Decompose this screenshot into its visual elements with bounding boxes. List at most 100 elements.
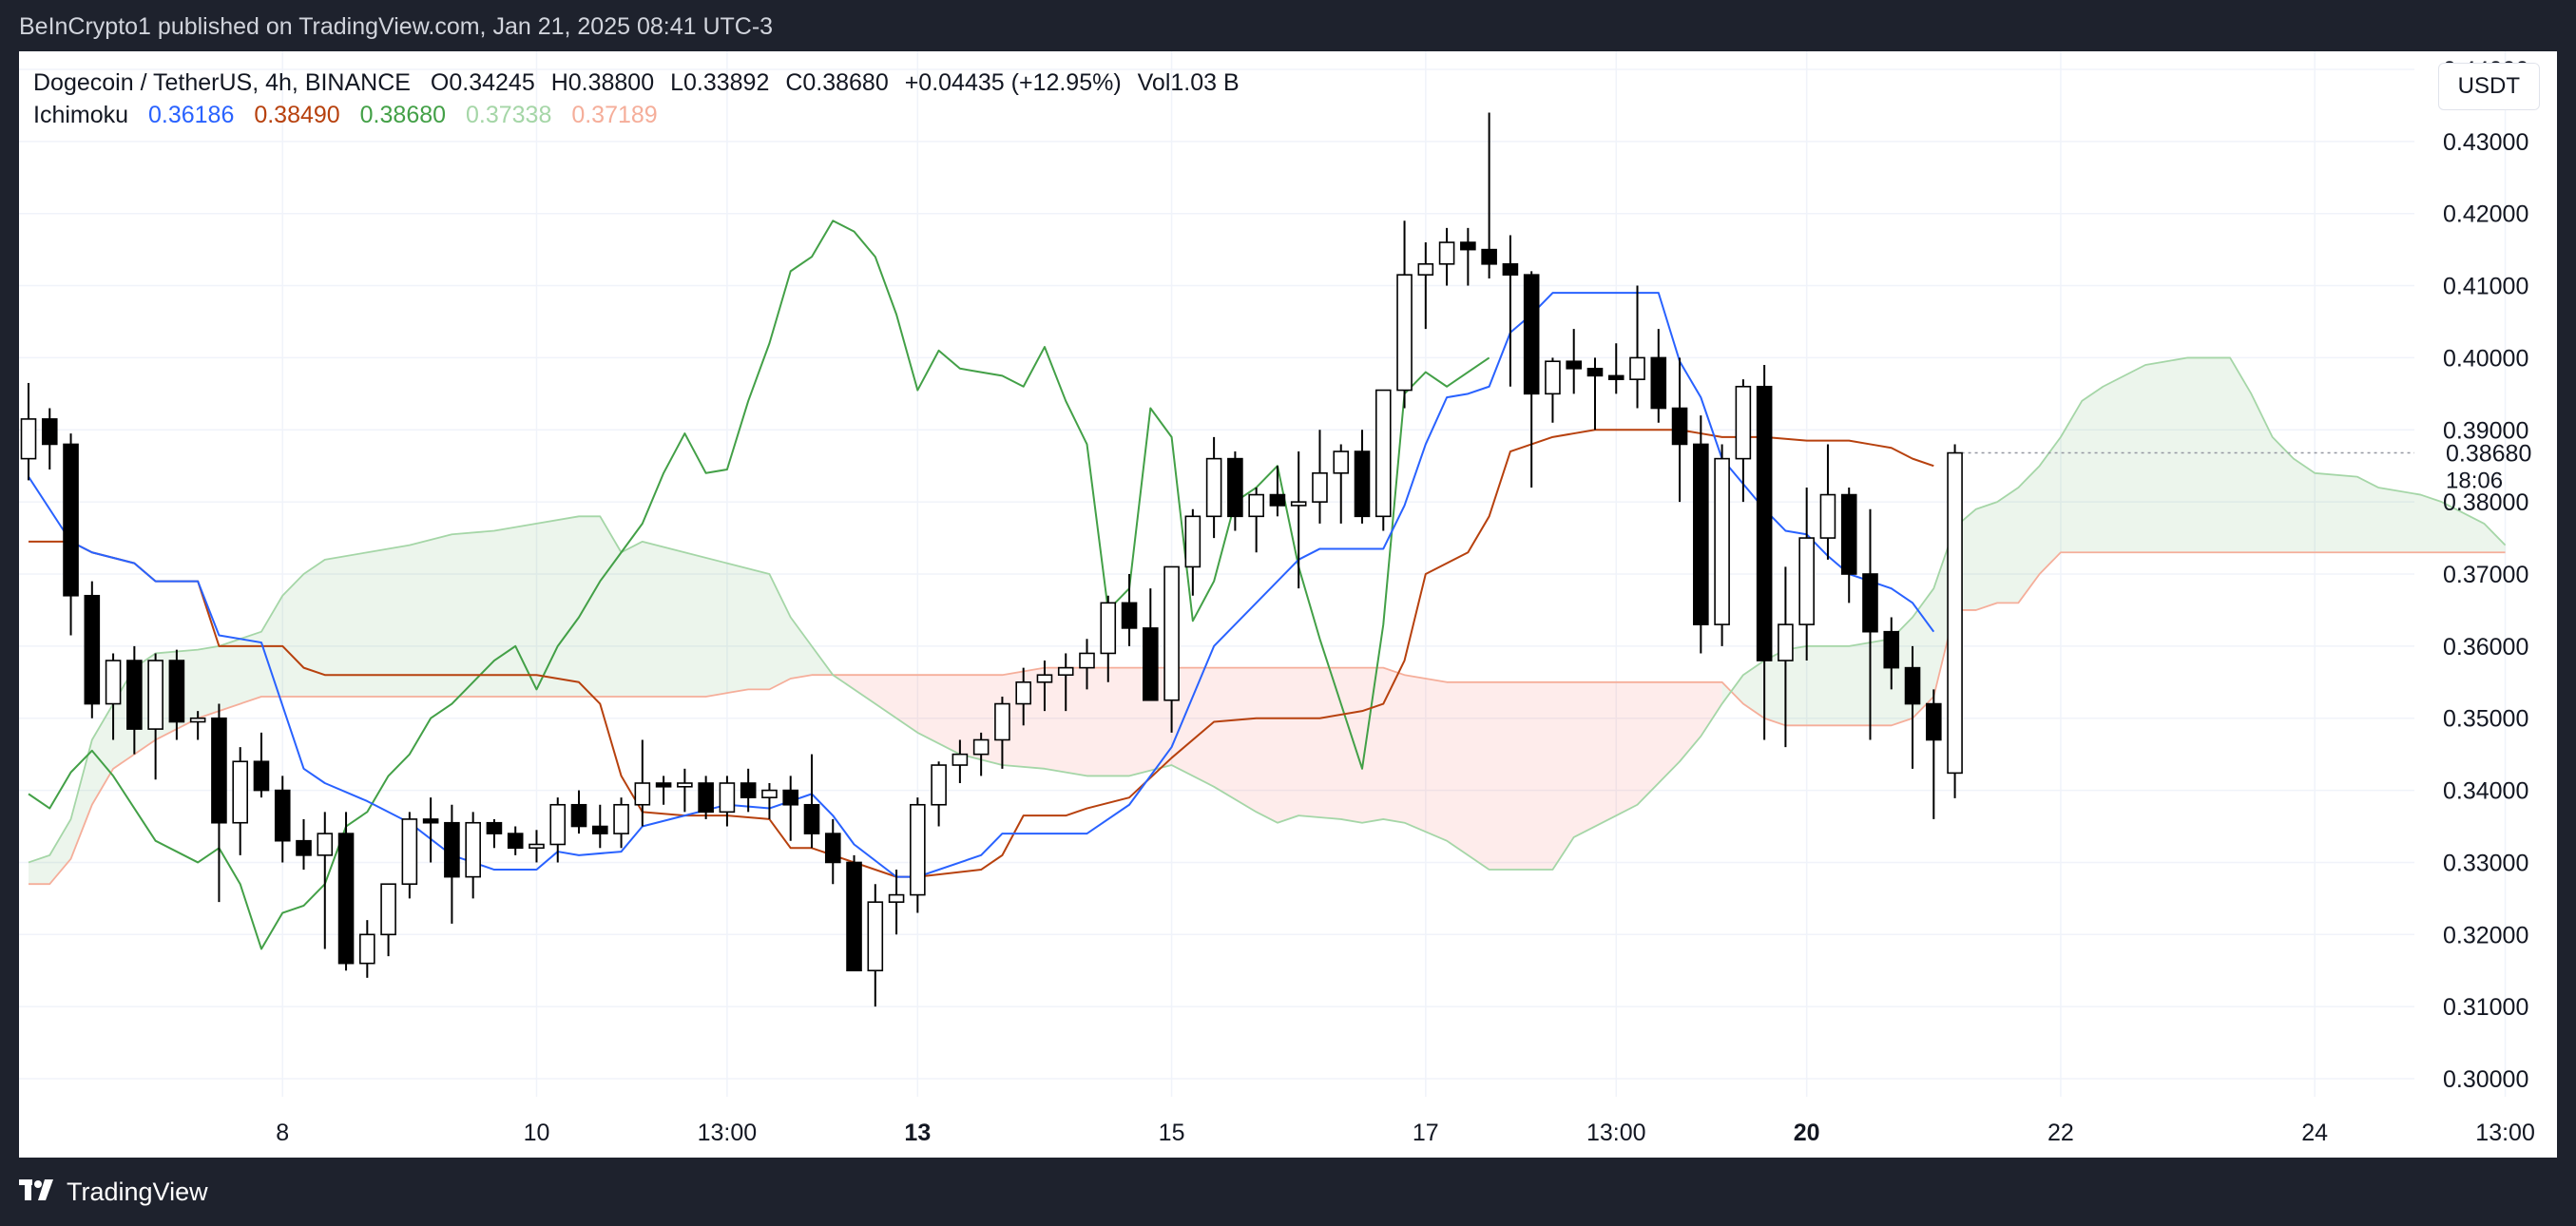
y-tick-label: 0.39000 bbox=[2443, 417, 2528, 444]
candle-body-up bbox=[952, 753, 969, 766]
candle bbox=[507, 826, 524, 855]
candle bbox=[1756, 365, 1773, 740]
candle bbox=[1778, 566, 1794, 748]
open-value: O0.34245 bbox=[430, 69, 535, 96]
candle bbox=[613, 797, 629, 849]
price-chart[interactable]: 0.30000 0.31000 0.32000 0.33000 0.34000 0.350… bbox=[19, 51, 2557, 1158]
candle-body-down bbox=[1354, 450, 1371, 518]
chart-legend: Dogecoin / TetherUS, 4h, BINANCE O0.3424… bbox=[33, 67, 1253, 131]
close-value: C0.38680 bbox=[785, 69, 889, 96]
candle bbox=[1269, 466, 1286, 517]
candle bbox=[1671, 357, 1688, 503]
currency-button[interactable]: USDT bbox=[2437, 63, 2540, 110]
chikou-span-line bbox=[28, 220, 1490, 950]
candle bbox=[1481, 112, 1497, 278]
candle-body-down bbox=[274, 789, 291, 842]
candle bbox=[147, 653, 163, 780]
candle-body-down bbox=[126, 660, 143, 730]
tenkan-sen-line bbox=[28, 292, 1935, 878]
candle-body-up bbox=[549, 803, 567, 846]
indicator-name[interactable]: Ichimoku bbox=[33, 102, 129, 128]
candle bbox=[1693, 415, 1709, 654]
symbol-title[interactable]: Dogecoin / TetherUS, 4h, BINANCE bbox=[33, 69, 411, 96]
candle bbox=[1607, 343, 1624, 394]
candle bbox=[1079, 639, 1095, 690]
candle bbox=[677, 768, 693, 813]
x-tick-label: 15 bbox=[1159, 1120, 1185, 1146]
candle bbox=[1354, 430, 1371, 524]
volume-value: Vol1.03 B bbox=[1137, 69, 1240, 96]
candle bbox=[1566, 329, 1583, 394]
candle bbox=[1290, 451, 1307, 589]
candle-body-up bbox=[761, 789, 778, 798]
low-value: L0.33892 bbox=[670, 69, 770, 96]
candle bbox=[1840, 487, 1857, 603]
candle-body-down bbox=[1671, 407, 1688, 446]
candle-body-up bbox=[1163, 565, 1180, 701]
candle-body-up bbox=[1312, 471, 1328, 503]
candle-body-up bbox=[1417, 262, 1434, 276]
candle-body-up bbox=[1205, 457, 1222, 518]
candle-body-down bbox=[1883, 630, 1900, 669]
candle-body-down bbox=[1566, 360, 1583, 370]
countdown-label: 18:06 bbox=[2446, 469, 2503, 494]
chart-panel[interactable]: 0.30000 0.31000 0.32000 0.33000 0.34000 0.350… bbox=[19, 51, 2557, 1158]
candle-body-up bbox=[1100, 602, 1117, 655]
candle-body-up bbox=[1248, 493, 1264, 518]
candle-body-up bbox=[1714, 457, 1730, 625]
candle-body-down bbox=[1926, 702, 1942, 741]
candle-body-down bbox=[740, 782, 757, 798]
candle-body-up bbox=[1184, 515, 1201, 568]
candle bbox=[803, 754, 820, 849]
candles bbox=[20, 112, 1963, 1007]
change-value: +0.04435 (+12.95%) bbox=[904, 69, 1122, 96]
candle bbox=[1205, 436, 1222, 539]
candle bbox=[824, 818, 841, 885]
candle bbox=[1735, 379, 1752, 503]
candle-body-down bbox=[1481, 248, 1497, 265]
cloud-bearish bbox=[833, 667, 1722, 871]
candle-body-down bbox=[337, 833, 355, 965]
x-tick-label: 13:00 bbox=[698, 1120, 758, 1146]
candle bbox=[1586, 357, 1604, 431]
x-tick-label: 17 bbox=[1413, 1120, 1439, 1146]
candle bbox=[570, 790, 587, 834]
candle-body-up bbox=[1036, 674, 1053, 683]
candle bbox=[846, 854, 862, 972]
price-axis[interactable]: 0.30000 0.31000 0.32000 0.33000 0.34000 0.350… bbox=[2443, 57, 2531, 1093]
candle bbox=[1798, 487, 1815, 661]
candle bbox=[1396, 220, 1413, 409]
candle-body-down bbox=[1269, 493, 1286, 507]
candle-body-down bbox=[803, 803, 820, 834]
candle-body-up bbox=[189, 717, 206, 723]
candle bbox=[1248, 487, 1264, 553]
candle bbox=[972, 732, 990, 776]
candle-body-up bbox=[1819, 493, 1836, 539]
time-axis[interactable]: 8 10 13:00 13 15 17 13:00 20 22 24 13:00 bbox=[276, 1120, 2535, 1146]
candle bbox=[444, 804, 460, 924]
y-tick-label: 0.40000 bbox=[2443, 345, 2528, 372]
chikou-value: 0.38680 bbox=[359, 102, 447, 128]
candle bbox=[189, 711, 206, 740]
candle bbox=[1121, 574, 1138, 646]
candle bbox=[1862, 508, 1878, 740]
candle bbox=[952, 739, 969, 783]
candle-body-up bbox=[1015, 680, 1031, 705]
candle-body-down bbox=[1502, 262, 1519, 276]
candle bbox=[1438, 227, 1455, 286]
tradingview-logo[interactable]: TradingView bbox=[19, 1175, 208, 1209]
candle bbox=[1904, 645, 1921, 769]
candle-body-up bbox=[1057, 666, 1074, 677]
candle-body-up bbox=[931, 764, 947, 806]
candle-body-down bbox=[782, 789, 799, 806]
candle bbox=[1714, 444, 1730, 646]
candle-body-down bbox=[1840, 493, 1857, 575]
candle bbox=[337, 812, 355, 971]
tenkan-value: 0.36186 bbox=[148, 102, 235, 128]
candle-body-up bbox=[1375, 389, 1392, 518]
span-b-value: 0.37189 bbox=[571, 102, 658, 128]
x-tick-label: 10 bbox=[524, 1120, 550, 1146]
x-tick-label: 13 bbox=[904, 1120, 931, 1146]
candle-body-down bbox=[486, 821, 503, 834]
candle-body-up bbox=[1290, 501, 1307, 507]
